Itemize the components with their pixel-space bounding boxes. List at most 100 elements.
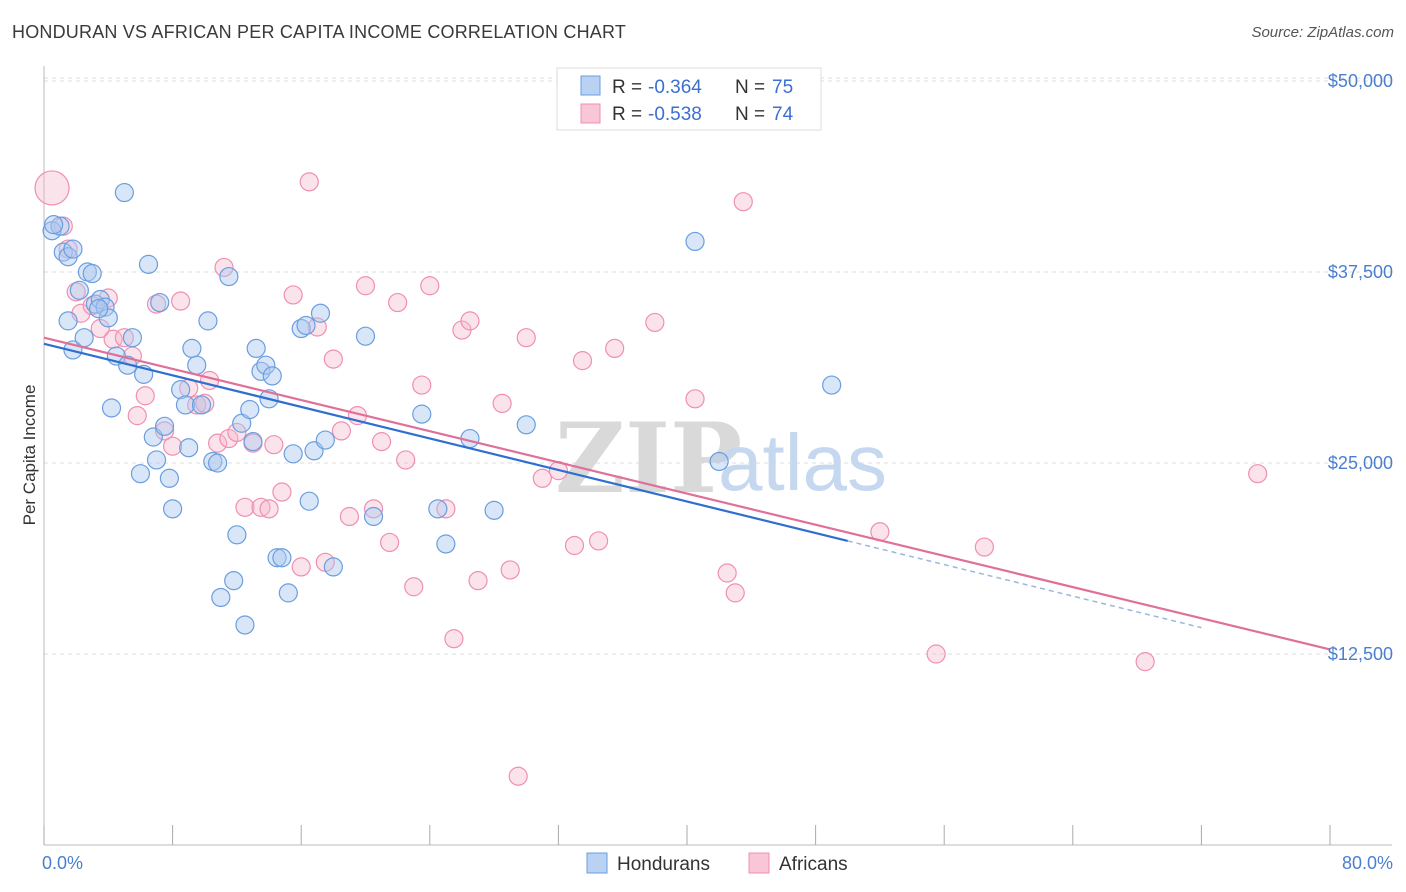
trend-hondurans-extension xyxy=(847,540,1202,629)
point-africans-25 xyxy=(235,497,255,517)
point-africans-36 xyxy=(323,349,343,369)
point-hondurans-63 xyxy=(412,404,432,424)
bottom-legend-swatch-hondurans xyxy=(586,852,608,874)
point-hondurans-42 xyxy=(235,615,255,635)
stats-legend-box xyxy=(556,67,822,131)
point-africans-40 xyxy=(355,276,376,296)
point-africans-47 xyxy=(412,375,432,395)
point-hondurans-6 xyxy=(69,280,89,300)
point-africans-61 xyxy=(572,351,593,371)
point-africans-16 xyxy=(171,291,191,311)
point-hondurans-31 xyxy=(182,338,202,358)
point-africans-22 xyxy=(214,257,234,278)
axes xyxy=(43,66,1392,846)
trend-hondurans xyxy=(43,342,849,542)
point-hondurans-45 xyxy=(246,338,266,358)
y-tick-label-1: $25,000 xyxy=(1328,453,1393,473)
x-tick-label-1: 80.0% xyxy=(1342,853,1393,873)
point-hondurans-40 xyxy=(227,525,247,545)
y-tick-label-2: $37,500 xyxy=(1328,262,1393,282)
point-africans-21 xyxy=(208,433,228,453)
point-africans-24 xyxy=(227,422,247,443)
legend-swatch-africans xyxy=(580,103,601,124)
point-hondurans-43 xyxy=(240,399,260,420)
point-hondurans-70 xyxy=(709,451,729,472)
point-africans-27 xyxy=(251,497,271,517)
point-hondurans-37 xyxy=(211,587,231,608)
point-hondurans-32 xyxy=(187,355,207,375)
legend-r-label-2: R = xyxy=(612,104,642,125)
point-africans-56 xyxy=(508,766,528,786)
point-africans-41 xyxy=(363,499,384,519)
point-hondurans-71 xyxy=(822,375,842,395)
point-africans-54 xyxy=(492,393,512,414)
point-hondurans-28 xyxy=(171,380,191,400)
point-africans-62 xyxy=(588,531,609,551)
point-hondurans-38 xyxy=(219,266,239,287)
point-africans-31 xyxy=(283,285,303,305)
point-africans-43 xyxy=(380,532,400,553)
point-africans-6 xyxy=(90,318,110,339)
y-axis-title: Per Capita Income xyxy=(20,385,39,526)
legend-n-label-1: N = xyxy=(735,77,765,98)
point-africans-11 xyxy=(127,406,147,426)
point-hondurans-20 xyxy=(130,464,151,484)
point-africans-28 xyxy=(259,499,279,519)
series-legend: Hondurans Africans xyxy=(586,852,848,875)
point-africans-66 xyxy=(717,563,737,583)
point-africans-46 xyxy=(404,577,424,597)
point-hondurans-56 xyxy=(299,491,319,511)
point-hondurans-67 xyxy=(484,500,504,520)
point-africans-70 xyxy=(926,644,946,664)
bottom-legend-swatch-africans xyxy=(748,852,770,874)
point-hondurans-74 xyxy=(89,299,109,319)
point-africans-12 xyxy=(135,386,155,406)
point-hondurans-24 xyxy=(150,292,170,313)
point-africans-58 xyxy=(532,468,552,488)
source-label: Source: ZipAtlas.com xyxy=(1251,24,1394,41)
x-tick-labels: 0.0% 80.0% xyxy=(42,853,1393,873)
legend-r-label-1: R = xyxy=(612,77,642,98)
point-africans-42 xyxy=(371,432,392,452)
point-hondurans-33 xyxy=(191,395,212,415)
point-africans-19 xyxy=(195,393,215,414)
point-hondurans-58 xyxy=(310,303,331,323)
point-hondurans-29 xyxy=(175,395,196,415)
point-hondurans-5 xyxy=(58,311,78,331)
point-africans-14 xyxy=(154,421,175,441)
legend-n-value-1: 75 xyxy=(772,77,793,98)
point-hondurans-53 xyxy=(283,444,303,464)
point-hondurans-30 xyxy=(179,438,199,458)
point-hondurans-59 xyxy=(315,430,335,450)
watermark: ZIP atlas xyxy=(555,402,887,515)
y-tick-label-0: $12,500 xyxy=(1328,644,1393,664)
point-hondurans-27 xyxy=(163,499,183,519)
point-africans-38 xyxy=(339,506,360,527)
point-africans-55 xyxy=(500,560,520,580)
point-hondurans-50 xyxy=(267,548,287,568)
point-africans-44 xyxy=(388,292,408,313)
point-hondurans-21 xyxy=(138,254,159,274)
point-africans-49 xyxy=(436,499,456,519)
point-africans-73 xyxy=(1248,464,1268,484)
legend-r-value-2: -0.538 xyxy=(648,104,702,125)
point-hondurans-69 xyxy=(685,231,705,252)
trend-africans xyxy=(43,336,1331,651)
legend-n-label-2: N = xyxy=(735,104,765,125)
point-hondurans-34 xyxy=(198,311,218,331)
point-hondurans-68 xyxy=(516,415,536,435)
bottom-legend-label-africans: Africans xyxy=(779,854,848,875)
point-africans-45 xyxy=(396,450,416,470)
point-hondurans-73 xyxy=(63,239,83,259)
point-hondurans-49 xyxy=(262,366,282,386)
series-hondurans xyxy=(42,182,842,635)
point-hondurans-7 xyxy=(74,328,94,348)
point-hondurans-25 xyxy=(154,416,175,436)
point-hondurans-12 xyxy=(95,297,115,317)
trend-lines xyxy=(43,336,1331,651)
point-africans-33 xyxy=(299,172,319,192)
y-tick-label-3: $50,000 xyxy=(1328,71,1393,91)
stats-legend: R = -0.364 N = 75 R = -0.538 N = 74 xyxy=(556,67,822,131)
point-africans-15 xyxy=(163,436,183,456)
point-hondurans-26 xyxy=(159,468,179,488)
